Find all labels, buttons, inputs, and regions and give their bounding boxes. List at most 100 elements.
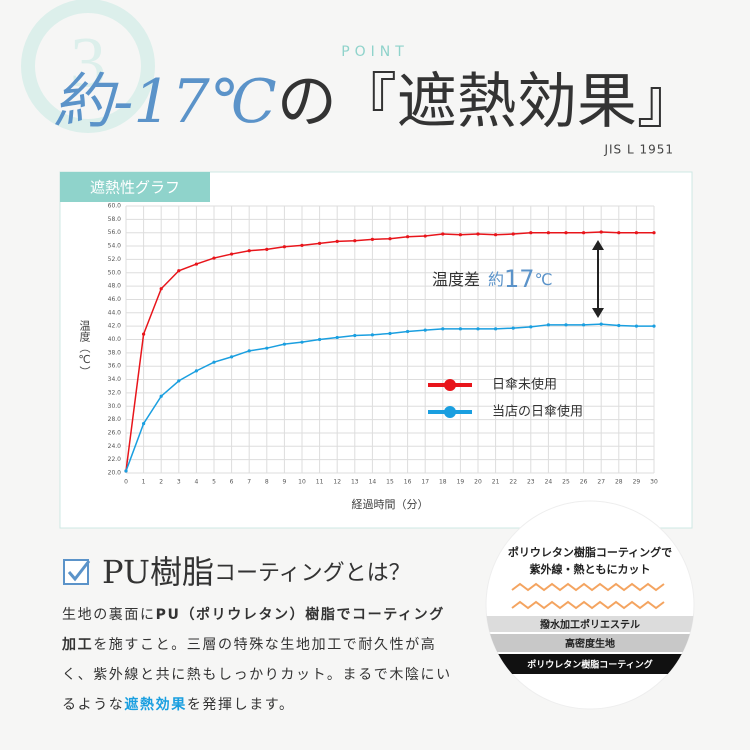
- x-tick-label: 24: [545, 479, 553, 486]
- point: [335, 239, 339, 243]
- y-tick-label: 36.0: [108, 363, 122, 370]
- x-tick-label: 14: [369, 479, 377, 486]
- y-tick-label: 58.0: [108, 216, 122, 223]
- point: [388, 331, 392, 336]
- legend-marker: [444, 406, 456, 418]
- x-tick-label: 1: [142, 479, 146, 486]
- body-text: 生地の裏面に: [62, 607, 156, 623]
- y-tick-label: 42.0: [108, 323, 122, 330]
- annotation-part: 約: [488, 270, 504, 289]
- x-tick-label: 17: [421, 479, 429, 486]
- x-tick-label: 2: [159, 479, 163, 486]
- y-tick-label: 24.0: [108, 443, 122, 450]
- point: [353, 333, 357, 338]
- y-tick-label: 28.0: [108, 416, 122, 423]
- x-tick-label: 13: [351, 479, 359, 486]
- x-tick-label: 0: [124, 479, 128, 486]
- x-tick-label: 20: [474, 479, 482, 486]
- x-tick-label: 18: [439, 479, 447, 486]
- point: [265, 247, 269, 251]
- body-accent: 遮熱効果: [124, 697, 187, 713]
- badge-ring: [21, 0, 155, 133]
- point: [511, 232, 515, 236]
- x-tick-label: 5: [212, 479, 216, 486]
- point: [282, 245, 286, 249]
- y-tick-label: 44.0: [108, 309, 122, 316]
- point: [142, 422, 146, 426]
- point: [406, 329, 410, 334]
- y-tick-label: 30.0: [108, 403, 122, 410]
- point: [529, 325, 533, 329]
- body-bold: PU（ポリウレタン）樹脂でコーティング加工: [62, 607, 445, 653]
- uv-arrows: [511, 582, 665, 610]
- x-tick-label: 25: [562, 479, 570, 486]
- x-tick-label: 12: [333, 479, 341, 486]
- x-tick-label: 9: [282, 479, 286, 486]
- point: [652, 324, 656, 328]
- point: [318, 241, 322, 245]
- section-body: 生地の裏面にPU（ポリウレタン）樹脂でコーティング加工を施すこと。三層の特殊な生…: [62, 600, 454, 720]
- y-tick-label: 38.0: [108, 349, 122, 356]
- point-label: POINT: [341, 44, 409, 60]
- point: [230, 252, 234, 256]
- x-tick-label: 6: [230, 479, 234, 486]
- y-tick-label: 34.0: [108, 376, 122, 383]
- layer: [486, 634, 694, 652]
- diagram-caption: 紫外線・熱ともにカット: [530, 562, 651, 576]
- point: [212, 360, 216, 364]
- point: [423, 234, 427, 238]
- point: [617, 323, 621, 328]
- point: [546, 323, 551, 327]
- x-tick-label: 23: [527, 479, 535, 486]
- x-tick-label: 8: [265, 479, 269, 486]
- point: [458, 327, 462, 331]
- x-tick-label: 4: [194, 479, 198, 486]
- x-tick-label: 7: [247, 479, 251, 486]
- point: [441, 327, 445, 331]
- point: [423, 328, 427, 332]
- diagram: ポリウレタン樹脂コーティングで 紫外線・熱ともにカット 撥水加工ポリエステル 高…: [486, 545, 694, 674]
- point: [370, 333, 374, 337]
- point: [300, 340, 304, 344]
- y-tick-label: 52.0: [108, 256, 122, 263]
- layer-label: 撥水加工ポリエステル: [540, 618, 640, 631]
- y-tick-label: 22.0: [108, 456, 122, 463]
- point: [194, 262, 198, 266]
- layer: [486, 616, 694, 632]
- point: [476, 232, 480, 236]
- layer-label: 高密度生地: [565, 637, 615, 650]
- check: [67, 560, 91, 582]
- point: [529, 231, 533, 235]
- y-tick-label: 60.0: [108, 203, 122, 210]
- checkbox: [63, 559, 89, 585]
- point: [546, 231, 551, 235]
- chart-panel: [59, 171, 693, 529]
- title-rest: の『遮熱効果』: [277, 67, 697, 137]
- point: [142, 332, 146, 336]
- x-tick-label: 28: [615, 479, 623, 486]
- x-tick-label: 19: [457, 479, 465, 486]
- x-axis-label: 経過時間（分）: [352, 498, 429, 511]
- chart-tab: [60, 172, 210, 202]
- point: [335, 335, 339, 340]
- section-title: PU樹脂コーティングとは？: [102, 553, 411, 591]
- point: [159, 394, 163, 398]
- point: [230, 355, 234, 359]
- point: [212, 256, 216, 260]
- x-tick-label: 3: [177, 479, 181, 486]
- point: [599, 230, 603, 234]
- annotation-part: 17: [504, 265, 535, 293]
- layer: [486, 654, 694, 674]
- main-title: 約-17℃の『遮熱効果』: [53, 67, 697, 137]
- y-axis-label: 温度（℃）: [78, 320, 91, 377]
- point: [159, 287, 163, 291]
- body-text: を発揮します。: [186, 697, 295, 713]
- point: [582, 323, 586, 327]
- legend-label: 日傘未使用: [492, 377, 557, 393]
- point: [564, 323, 568, 327]
- point: [247, 349, 251, 353]
- title-small: コーティングとは？: [214, 561, 411, 586]
- point: [282, 342, 286, 346]
- point: [652, 231, 656, 235]
